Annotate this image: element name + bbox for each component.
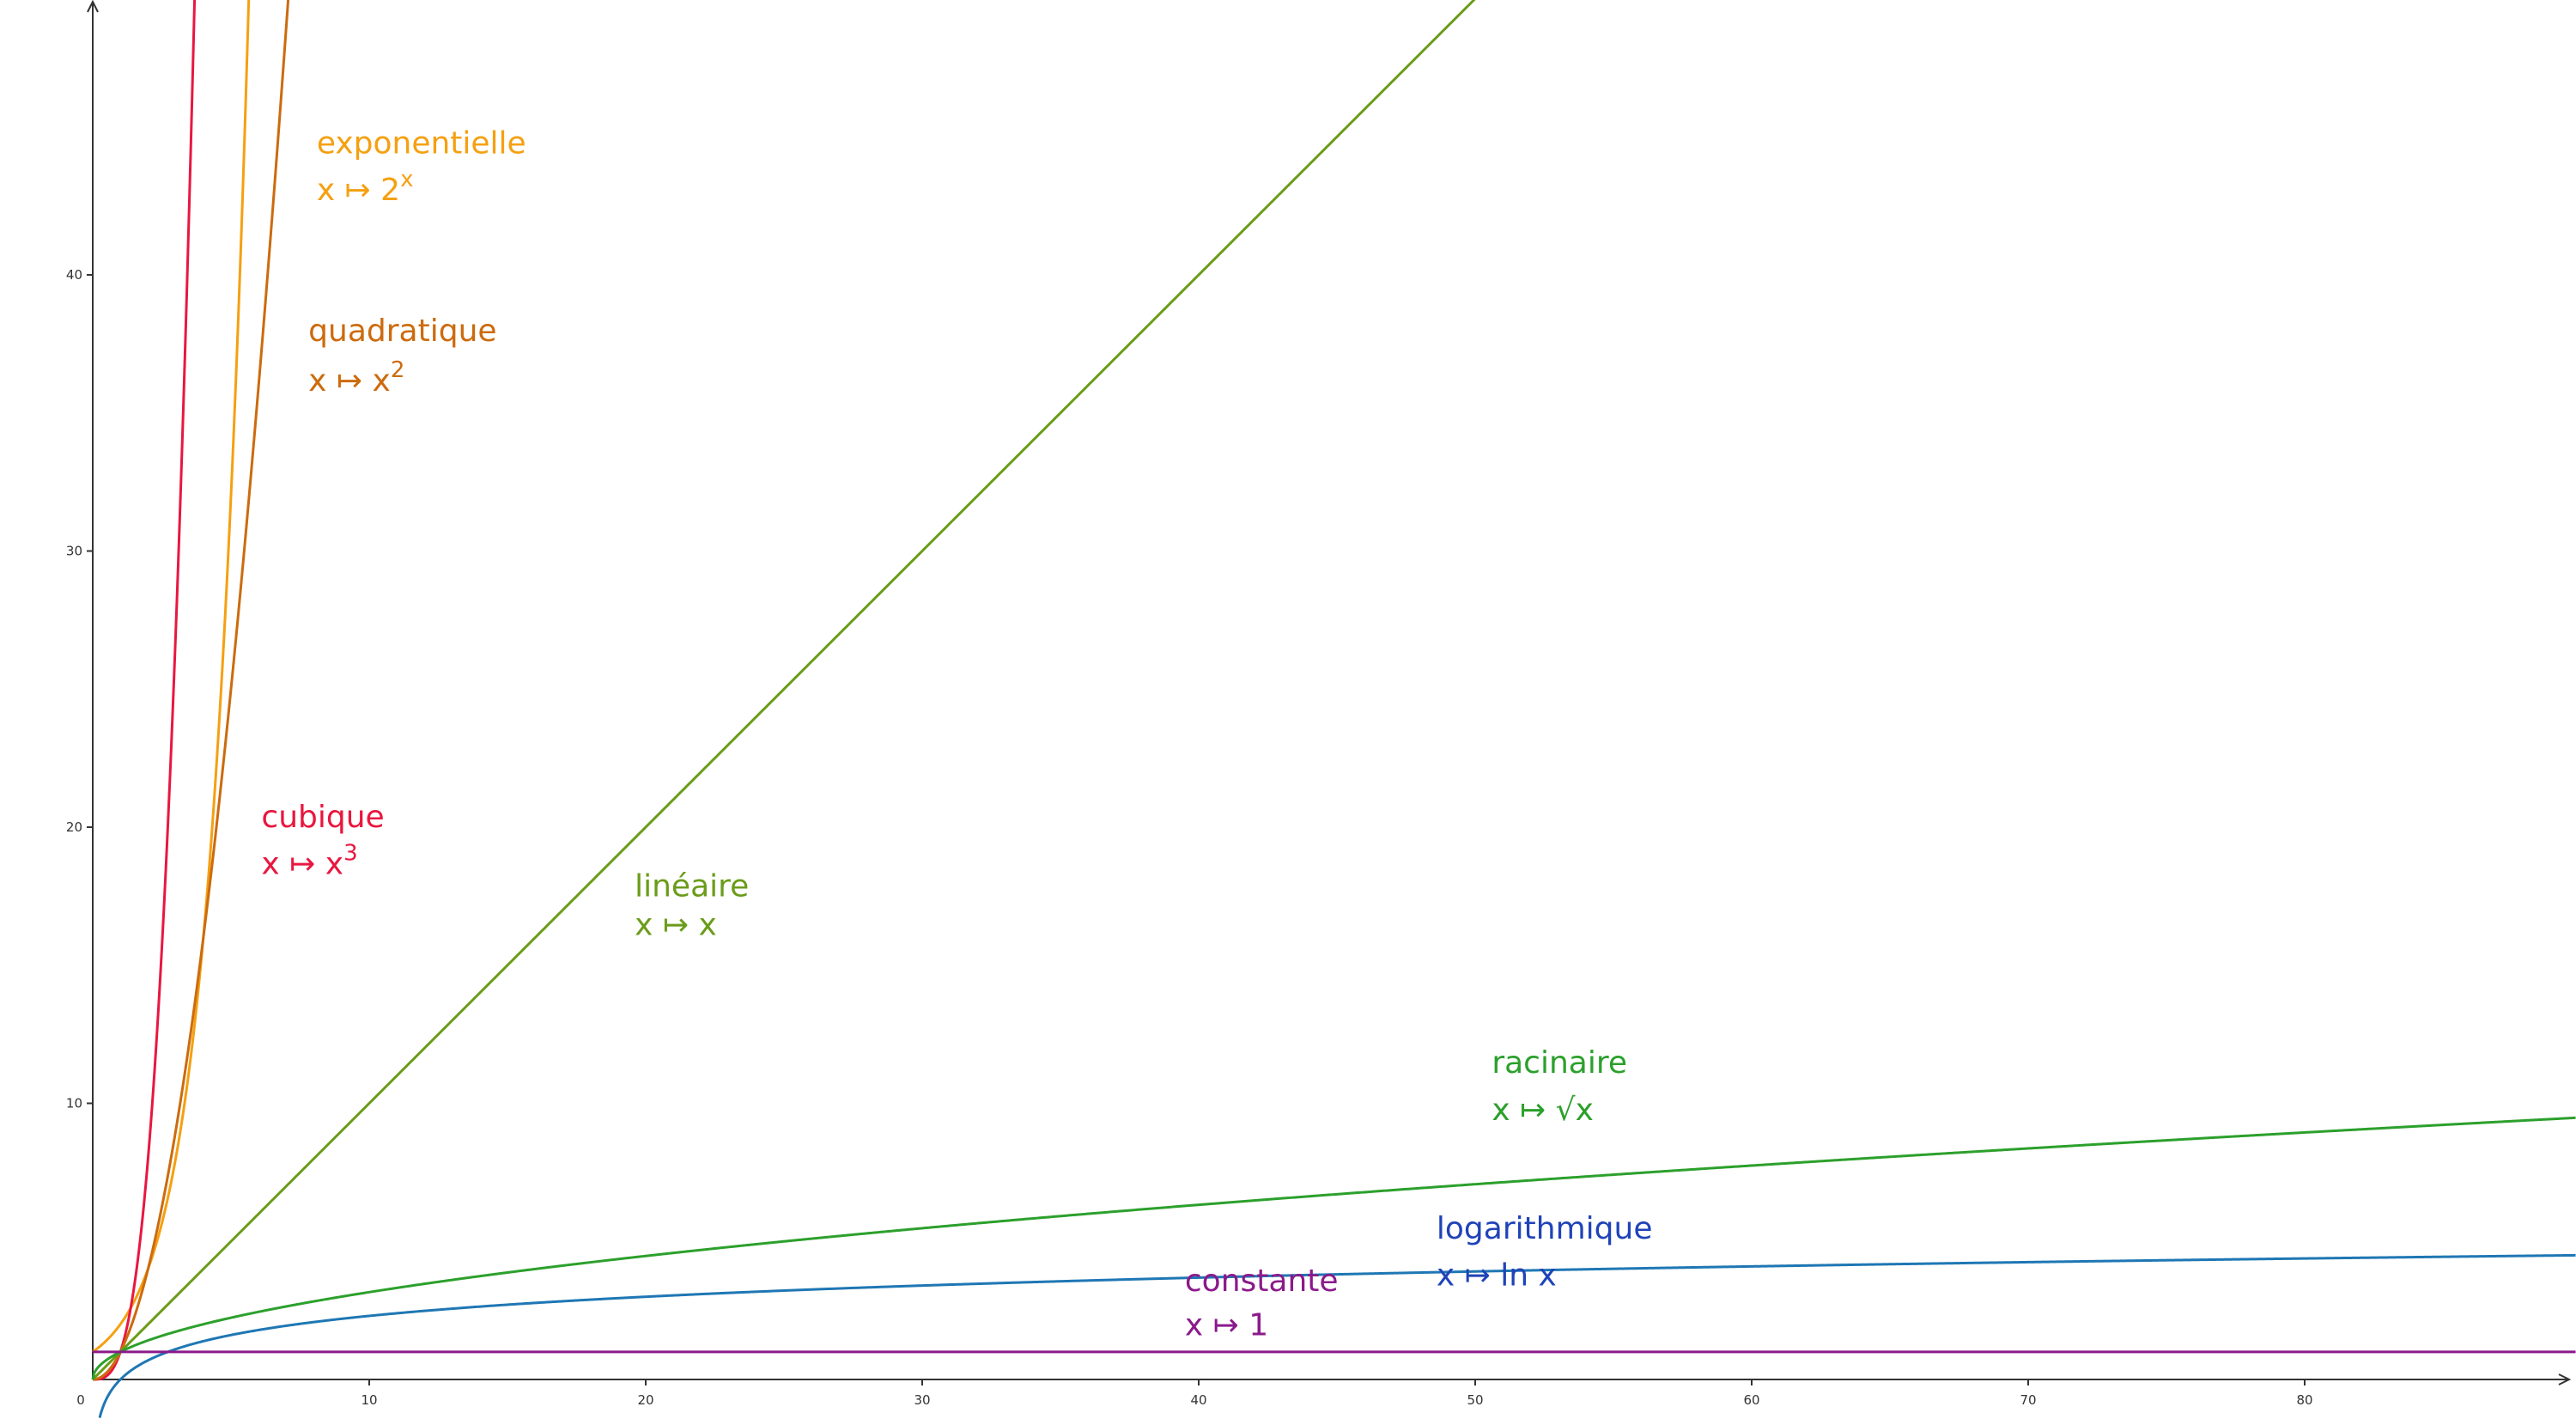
series-curve-square [92,0,290,1381]
y-axis-arrow [87,0,99,13]
series-formula-label-cube: x ↦ x3 [261,841,357,882]
series-formula-label-const1: x ↦ 1 [1185,1308,1268,1343]
series-curve-identity [91,0,1476,1381]
series-curve-exp2 [92,0,251,1354]
x-tick-label: 40 [1190,1392,1206,1408]
y-tick-label: 10 [66,1096,82,1111]
x-tick-label: 60 [1743,1392,1759,1408]
series-name-label-identity: linéaire [635,868,749,904]
series-curve-log [98,1253,2576,1418]
series-name-label-sqrt: racinaire [1492,1045,1627,1081]
series-name-label-exp2: exponentielle [317,126,526,161]
curve-labels: exponentielle x ↦ 2x cubique x ↦ x3 quadrati… [261,126,1652,1343]
series-name-label-cube: cubique [261,800,384,835]
x-tick-label: 10 [361,1392,377,1408]
x-tick-label: 50 [1467,1392,1483,1408]
x-tick-label: 80 [2296,1392,2312,1408]
y-tick-label: 20 [66,819,82,835]
y-tick-label: 40 [66,267,82,283]
series-curve-cube [93,0,197,1381]
y-tick-label: 30 [66,544,82,559]
x-tick-label: 0 [76,1392,85,1408]
series-formula-label-log: x ↦ ln x [1437,1258,1557,1294]
x-tick-label: 70 [2020,1392,2036,1408]
series-name-label-square: quadratique [308,314,496,349]
series-formula-label-sqrt: x ↦ √x [1492,1093,1594,1128]
axes: 0 10 20 30 40 50 60 70 80 10 20 30 40 [66,0,2572,1408]
series-curve-sqrt [91,1116,2576,1380]
series-formula-label-identity: x ↦ x [635,907,717,942]
x-tick-label: 30 [914,1392,930,1408]
curves [91,0,2576,1418]
x-axis-arrow [2558,1373,2572,1385]
x-tick-label: 20 [637,1392,653,1408]
series-name-label-const1: constante [1185,1264,1339,1299]
series-formula-label-exp2: x ↦ 2x [317,167,414,208]
series-name-label-log: logarithmique [1437,1211,1653,1246]
series-formula-label-square: x ↦ x2 [308,357,404,399]
